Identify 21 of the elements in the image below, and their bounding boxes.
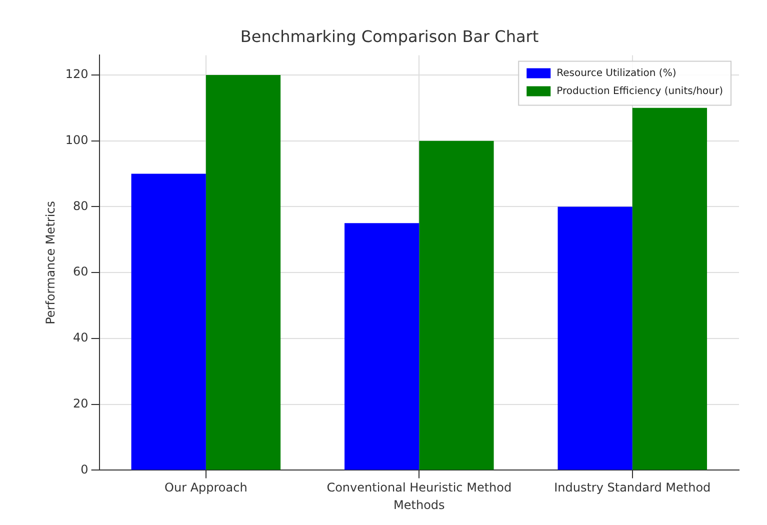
legend-label: Production Efficiency (units/hour) — [556, 86, 724, 97]
y-tick-label: 60 — [73, 264, 88, 279]
chart-title: Benchmarking Comparison Bar Chart — [240, 26, 539, 46]
bar — [419, 140, 494, 470]
bar — [558, 206, 632, 470]
bar — [131, 174, 206, 470]
y-tick-label: 80 — [73, 198, 88, 213]
y-axis-title: Performance Metrics — [43, 200, 58, 324]
bar — [206, 74, 281, 470]
y-tick-label: 100 — [65, 132, 88, 147]
x-tick-label: Our Approach — [164, 480, 248, 495]
y-tick-label: 40 — [73, 330, 88, 345]
y-tick-label: 20 — [73, 396, 88, 410]
x-tick-label: Industry Standard Method — [554, 480, 711, 495]
bar — [344, 223, 420, 470]
bar — [632, 108, 708, 470]
y-tick-label: 120 — [65, 67, 88, 82]
x-axis-title: Methods — [394, 498, 445, 512]
x-tick-label: Conventional Heuristic Method — [326, 480, 512, 495]
y-tick-label: 0 — [80, 462, 88, 476]
legend-label: Resource Utilization (%) — [556, 68, 676, 79]
